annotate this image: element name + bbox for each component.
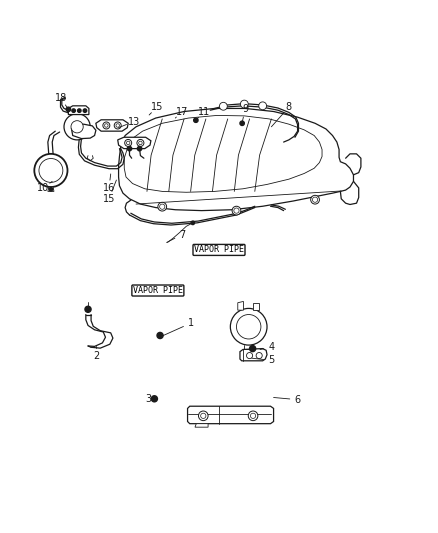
Circle shape xyxy=(230,309,267,345)
Polygon shape xyxy=(253,303,259,310)
Text: 3: 3 xyxy=(145,394,152,404)
Circle shape xyxy=(251,413,256,418)
Circle shape xyxy=(72,109,75,112)
Polygon shape xyxy=(195,424,208,427)
Circle shape xyxy=(105,124,108,127)
Circle shape xyxy=(232,206,241,215)
Text: 1: 1 xyxy=(187,318,194,328)
Circle shape xyxy=(311,195,319,204)
Circle shape xyxy=(247,352,253,359)
Circle shape xyxy=(85,306,91,312)
Circle shape xyxy=(191,221,194,224)
Circle shape xyxy=(49,188,53,191)
Polygon shape xyxy=(238,302,244,310)
Circle shape xyxy=(64,114,90,140)
Text: 5: 5 xyxy=(268,356,275,365)
Text: 17: 17 xyxy=(176,107,188,117)
Text: 7: 7 xyxy=(179,230,185,240)
Polygon shape xyxy=(71,124,96,139)
Text: 4: 4 xyxy=(268,342,275,352)
Circle shape xyxy=(240,121,244,125)
Circle shape xyxy=(125,140,132,147)
Text: 15: 15 xyxy=(151,102,163,112)
Text: 15: 15 xyxy=(103,194,115,204)
Text: VAPOR PIPE: VAPOR PIPE xyxy=(194,245,244,254)
Circle shape xyxy=(312,197,318,203)
Circle shape xyxy=(158,203,166,211)
Circle shape xyxy=(198,411,208,421)
Circle shape xyxy=(237,314,261,339)
Circle shape xyxy=(127,147,132,151)
Polygon shape xyxy=(48,187,54,191)
Circle shape xyxy=(256,352,262,359)
Circle shape xyxy=(116,124,120,127)
Circle shape xyxy=(234,208,239,213)
Circle shape xyxy=(78,109,81,112)
Polygon shape xyxy=(119,108,353,211)
Circle shape xyxy=(259,102,267,110)
Text: 10: 10 xyxy=(37,183,49,193)
Circle shape xyxy=(103,122,110,129)
Circle shape xyxy=(83,109,87,112)
Text: 18: 18 xyxy=(55,93,67,103)
Text: 9: 9 xyxy=(242,104,248,114)
Circle shape xyxy=(194,118,198,123)
Polygon shape xyxy=(124,116,322,192)
Polygon shape xyxy=(68,106,89,115)
Circle shape xyxy=(201,413,206,418)
Circle shape xyxy=(151,395,157,402)
Circle shape xyxy=(219,102,227,110)
Circle shape xyxy=(240,100,248,108)
Polygon shape xyxy=(187,406,274,424)
Text: 2: 2 xyxy=(93,351,99,361)
Circle shape xyxy=(138,147,142,151)
Circle shape xyxy=(137,140,144,147)
Circle shape xyxy=(127,141,130,144)
Circle shape xyxy=(250,345,256,352)
Text: 16: 16 xyxy=(103,183,115,193)
Circle shape xyxy=(71,120,83,133)
Circle shape xyxy=(159,204,165,209)
Text: 13: 13 xyxy=(128,117,140,126)
Text: 6: 6 xyxy=(294,394,300,405)
Circle shape xyxy=(157,333,163,338)
Polygon shape xyxy=(118,138,151,149)
Text: VAPOR PIPE: VAPOR PIPE xyxy=(133,286,183,295)
Text: 11: 11 xyxy=(198,107,210,117)
Circle shape xyxy=(39,158,63,182)
Text: 8: 8 xyxy=(286,102,292,112)
Polygon shape xyxy=(96,120,128,131)
Circle shape xyxy=(139,141,142,144)
Polygon shape xyxy=(240,349,267,361)
Circle shape xyxy=(34,154,67,187)
Circle shape xyxy=(66,107,71,111)
Circle shape xyxy=(114,122,121,129)
Circle shape xyxy=(248,411,258,421)
